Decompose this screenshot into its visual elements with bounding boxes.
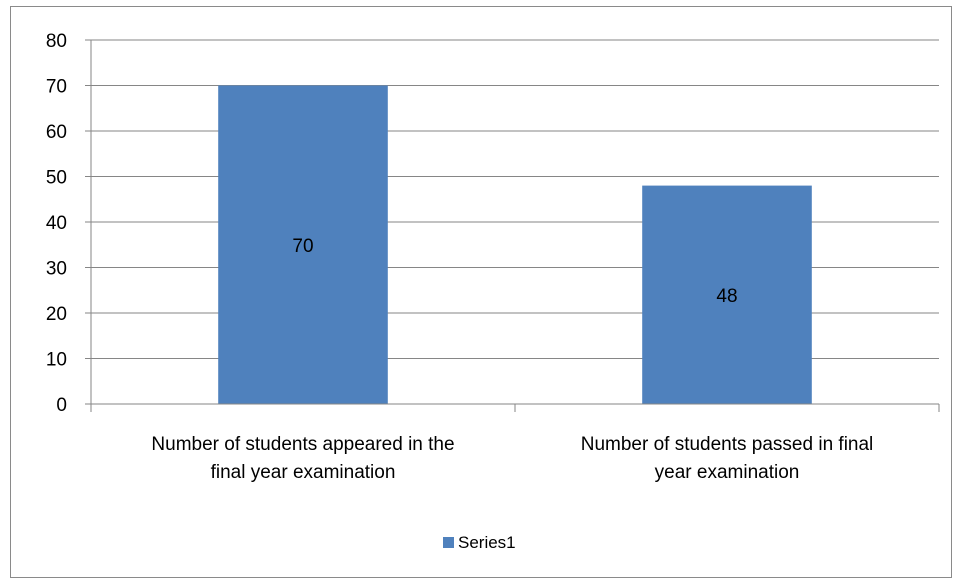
category-label: Number of students passed in final	[581, 434, 874, 455]
category-label: year examination	[655, 462, 800, 483]
data-label: 48	[716, 286, 737, 307]
category-label: Number of students appeared in the	[151, 434, 454, 455]
bars	[218, 85, 812, 404]
y-tick-label: 40	[46, 213, 67, 234]
bar	[218, 85, 388, 404]
bar	[642, 185, 812, 404]
y-tick-label: 30	[46, 259, 67, 280]
data-label: 70	[292, 236, 313, 257]
y-tick-label: 20	[46, 304, 67, 325]
legend-swatch	[443, 537, 454, 548]
y-tick-label: 80	[46, 31, 67, 52]
y-tick-label: 70	[46, 77, 67, 98]
legend: Series1	[443, 533, 516, 552]
axes	[85, 39, 940, 412]
labels: 0 10 20 30 40 50 60 70 80 70 Number of students ap…	[46, 31, 873, 483]
legend-label: Series1	[458, 533, 516, 552]
y-tick-label: 60	[46, 122, 67, 143]
y-tick-label: 50	[46, 168, 67, 189]
y-tick-label: 10	[46, 350, 67, 371]
y-tick-label: 0	[56, 395, 67, 416]
category-label: final year examination	[211, 462, 396, 483]
